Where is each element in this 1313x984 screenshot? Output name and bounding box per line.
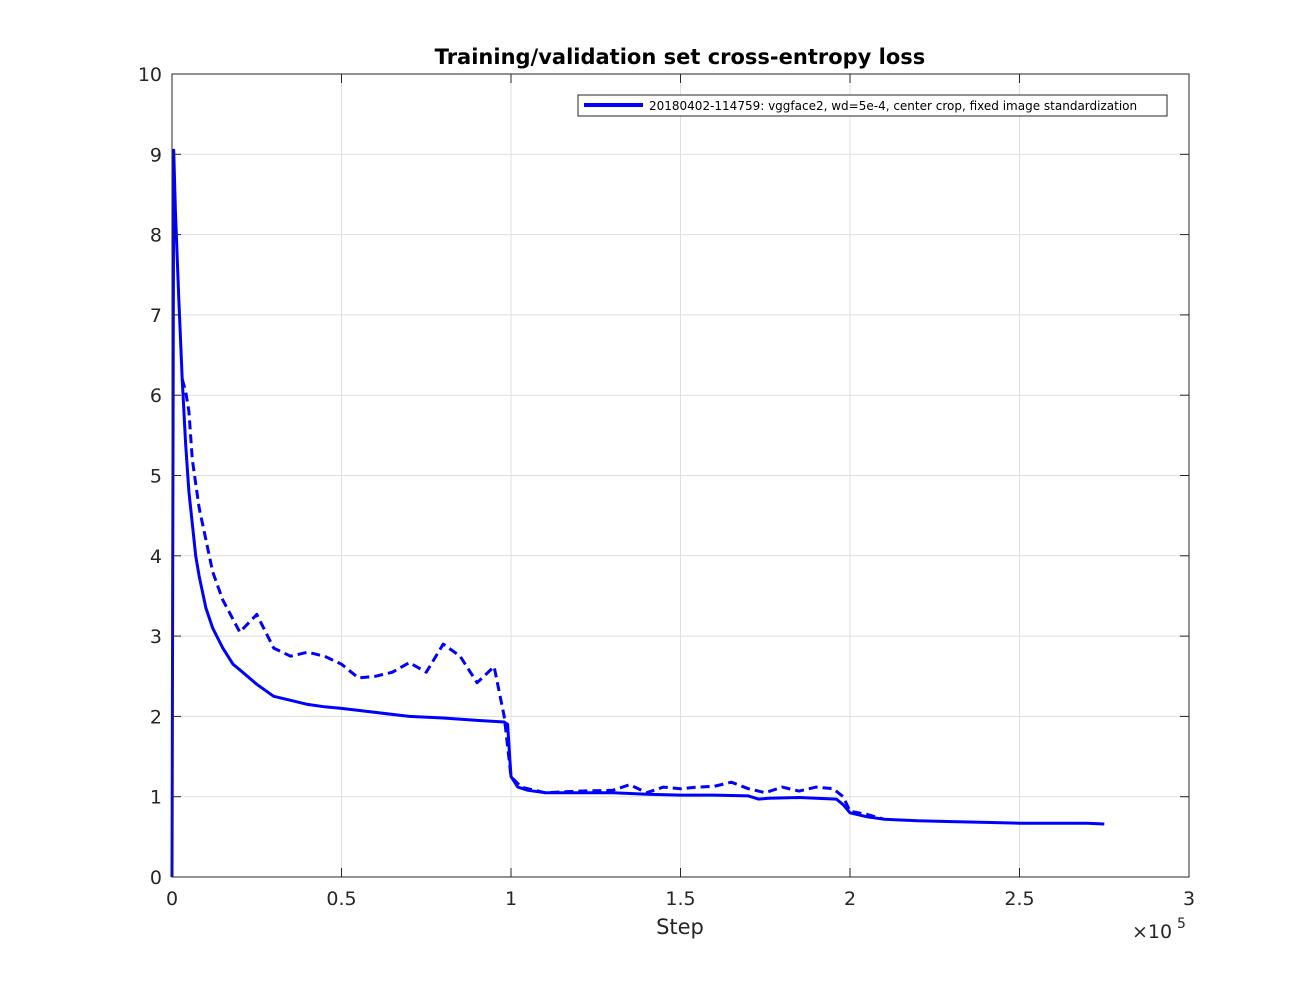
y-tick-label: 6 (150, 385, 162, 407)
y-tick-label: 3 (150, 626, 162, 648)
x-tick-label: 1 (505, 888, 517, 910)
chart-title: Training/validation set cross-entropy lo… (435, 45, 926, 69)
legend: 20180402-114759: vggface2, wd=5e-4, cent… (577, 94, 1168, 117)
x-exponent-power: 5 (1177, 916, 1186, 932)
y-tick-label: 0 (150, 867, 162, 889)
legend-box (577, 94, 1168, 117)
x-ticks: 0 0.5 1 1.5 2 2.5 3 (166, 74, 1195, 910)
y-tick-label: 10 (138, 64, 162, 86)
grid (172, 74, 1189, 877)
x-tick-label: 2 (844, 888, 856, 910)
y-tick-label: 9 (150, 144, 162, 166)
series-layer (170, 148, 1105, 878)
x-axis-label: Step (656, 915, 704, 939)
y-tick-label: 1 (150, 787, 162, 809)
y-tick-label: 4 (150, 546, 162, 568)
x-tick-label: 0 (166, 888, 178, 910)
y-tick-label: 5 (150, 466, 162, 488)
x-tick-label: 2.5 (1004, 888, 1034, 910)
x-axis-exponent: ×10 5 (1132, 916, 1186, 943)
legend-entry: 20180402-114759: vggface2, wd=5e-4, cent… (649, 99, 1137, 113)
x-tick-label: 0.5 (326, 888, 356, 910)
y-ticks: 0 1 2 3 4 5 6 7 8 9 10 (138, 64, 1189, 889)
y-tick-label: 8 (150, 225, 162, 247)
x-tick-label: 1.5 (665, 888, 695, 910)
series-line-dashed (180, 378, 885, 821)
y-tick-label: 2 (150, 706, 162, 728)
x-exponent-base: ×10 (1132, 921, 1172, 943)
series-line-solid (170, 148, 1105, 878)
x-tick-label: 3 (1183, 888, 1195, 910)
y-tick-label: 7 (150, 305, 162, 327)
